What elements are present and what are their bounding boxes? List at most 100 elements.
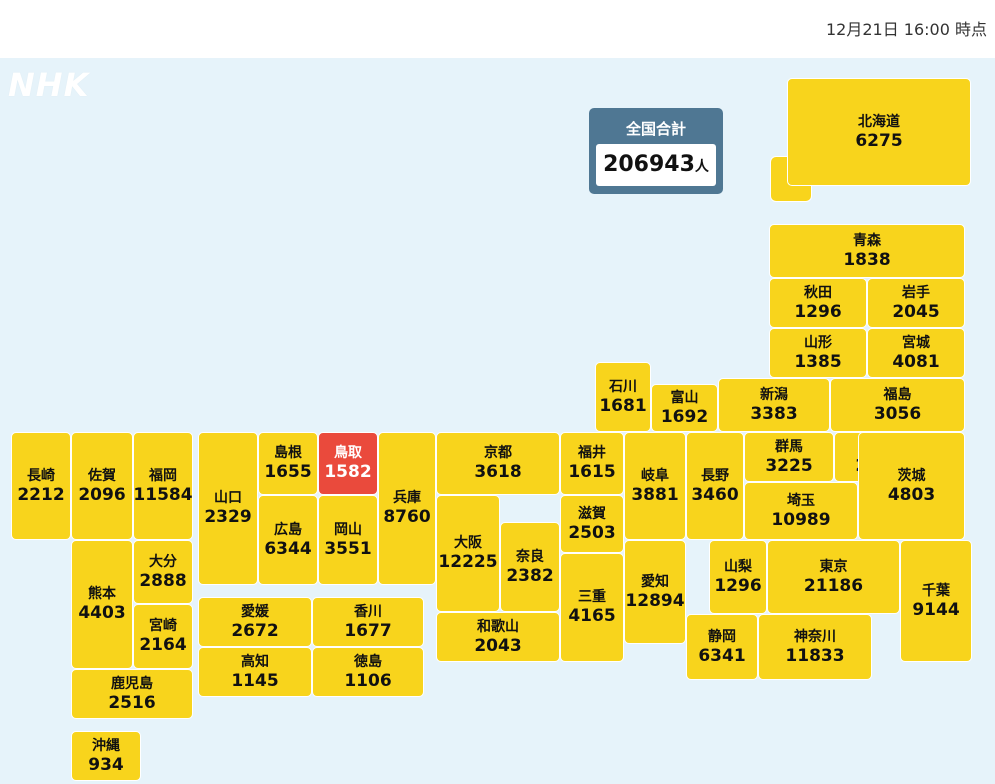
national-total-value: 206943: [603, 152, 695, 177]
prefecture-count: 8760: [383, 507, 431, 527]
prefecture-count: 1106: [344, 670, 392, 691]
prefecture-name: 秋田: [804, 284, 832, 301]
prefecture-tile[interactable]: 奈良 2382: [500, 522, 560, 612]
prefecture-tile[interactable]: 愛媛 2672: [198, 597, 312, 647]
prefecture-count: 4403: [78, 603, 126, 623]
prefecture-tile[interactable]: 宮城 4081: [867, 328, 965, 378]
prefecture-count: 21186: [803, 575, 864, 596]
prefecture-count: 2096: [78, 484, 126, 505]
prefecture-name: 東京: [819, 558, 848, 575]
prefecture-tile[interactable]: 佐賀 2096: [71, 432, 133, 540]
prefecture-tile[interactable]: 京都 3618: [436, 432, 560, 495]
prefecture-tile[interactable]: 静岡 6341: [686, 614, 758, 680]
prefecture-tile[interactable]: 兵庫 8760: [378, 432, 436, 585]
prefecture-tile[interactable]: 秋田 1296: [769, 278, 867, 328]
prefecture-tile[interactable]: 山口 2329: [198, 432, 258, 585]
prefecture-tile[interactable]: 徳島 1106: [312, 647, 424, 697]
prefecture-tile[interactable]: 愛知 12894: [624, 540, 686, 644]
prefecture-tile[interactable]: 山形 1385: [769, 328, 867, 378]
prefecture-count: 3618: [474, 462, 522, 482]
prefecture-count: 2382: [506, 565, 554, 586]
prefecture-count: 2672: [231, 620, 279, 641]
prefecture-count: 1296: [714, 575, 762, 596]
prefecture-tile[interactable]: 千葉 9144: [900, 540, 972, 662]
prefecture-tile[interactable]: 熊本 4403: [71, 540, 133, 669]
prefecture-tile[interactable]: 富山 1692: [651, 384, 718, 432]
prefecture-tile[interactable]: 群馬 3225: [744, 432, 834, 482]
prefecture-count: 2503: [568, 522, 616, 543]
prefecture-tile[interactable]: 沖縄 934: [71, 731, 141, 781]
prefecture-name: 京都: [484, 445, 512, 461]
prefecture-name: 岩手: [902, 284, 930, 301]
prefecture-name: 福島: [883, 386, 912, 403]
prefecture-count: 4803: [887, 484, 936, 505]
prefecture-name: 島根: [274, 445, 302, 461]
prefecture-name: 山梨: [724, 558, 752, 575]
prefecture-tile[interactable]: 青森 1838: [769, 224, 965, 278]
update-timestamp: 12月21日 16:00 時点: [825, 20, 987, 39]
prefecture-count: 2329: [204, 507, 252, 527]
prefecture-count: 11833: [785, 645, 845, 666]
prefecture-tile[interactable]: 岐阜 3881: [624, 432, 686, 540]
prefecture-tile[interactable]: 山梨 1296: [709, 540, 767, 614]
prefecture-tile[interactable]: 岩手 2045: [867, 278, 965, 328]
prefecture-count: 2043: [474, 635, 522, 656]
prefecture-count: 6341: [698, 645, 746, 666]
prefecture-tile[interactable]: 島根 1655: [258, 432, 318, 495]
prefecture-tile[interactable]: 和歌山 2043: [436, 612, 560, 662]
prefecture-name: 茨城: [897, 467, 926, 484]
prefecture-name: 和歌山: [477, 618, 519, 635]
prefecture-count: 2164: [139, 635, 187, 655]
prefecture-count: 9144: [912, 599, 960, 620]
prefecture-count: 1655: [264, 462, 312, 482]
prefecture-count: 10989: [771, 509, 831, 530]
prefecture-tile[interactable]: 新潟 3383: [718, 378, 830, 432]
prefecture-tile[interactable]: 香川 1677: [312, 597, 424, 647]
prefecture-tile[interactable]: 茨城 4803: [858, 432, 965, 540]
prefecture-tile[interactable]: 鹿児島 2516: [71, 669, 193, 719]
prefecture-count: 2045: [892, 301, 940, 322]
prefecture-count: 1582: [324, 462, 372, 482]
prefecture-count: 3881: [631, 484, 679, 505]
prefecture-tile[interactable]: 大阪 12225: [436, 495, 500, 612]
prefecture-name: 福岡: [149, 467, 177, 484]
prefecture-name: 富山: [670, 389, 699, 406]
prefecture-tile[interactable]: 神奈川 11833: [758, 614, 872, 680]
prefecture-count: 3225: [765, 455, 813, 476]
prefecture-name: 滋賀: [578, 505, 606, 522]
prefecture-tile[interactable]: 滋賀 2503: [560, 495, 624, 553]
header-bar: 12月21日 16:00 時点: [0, 0, 995, 58]
prefecture-tile[interactable]: 高知 1145: [198, 647, 312, 697]
prefecture-name: 北海道: [858, 113, 900, 130]
prefecture-name: 大阪: [454, 535, 482, 551]
prefecture-name: 山形: [804, 334, 832, 351]
prefecture-count: 2212: [17, 484, 65, 505]
prefecture-tile[interactable]: 福井 1615: [560, 432, 624, 495]
prefecture-count: 3551: [324, 538, 372, 559]
prefecture-tile[interactable]: 岡山 3551: [318, 495, 378, 585]
prefecture-name: 岡山: [334, 521, 362, 538]
prefecture-count: 4081: [892, 351, 940, 372]
prefecture-tile[interactable]: 北海道 6275: [787, 78, 971, 186]
prefecture-tile[interactable]: 大分 2888: [133, 540, 193, 604]
prefecture-count: 6344: [264, 538, 312, 559]
prefecture-tile[interactable]: 長崎 2212: [11, 432, 71, 540]
national-total-box: 全国合計 206943人: [589, 108, 723, 194]
prefecture-tile[interactable]: 東京 21186: [767, 540, 900, 614]
prefecture-count: 3056: [873, 403, 922, 424]
prefecture-tile[interactable]: 鳥取 1582: [318, 432, 378, 495]
prefecture-tile[interactable]: 宮崎 2164: [133, 604, 193, 669]
prefecture-tile[interactable]: 福岡 11584: [133, 432, 193, 540]
prefecture-tile[interactable]: 石川 1681: [595, 362, 651, 432]
prefecture-tile[interactable]: 福島 3056: [830, 378, 965, 432]
prefecture-name: 佐賀: [88, 467, 116, 484]
prefecture-name: 高知: [241, 653, 269, 670]
prefecture-tile[interactable]: 三重 4165: [560, 553, 624, 662]
prefecture-count: 11584: [133, 484, 193, 505]
prefecture-count: 1677: [344, 620, 392, 641]
prefecture-tile[interactable]: 長野 3460: [686, 432, 744, 540]
prefecture-name: 熊本: [88, 586, 116, 602]
prefecture-tile[interactable]: 広島 6344: [258, 495, 318, 585]
prefecture-name: 愛知: [641, 573, 669, 590]
prefecture-tile[interactable]: 埼玉 10989: [744, 482, 858, 540]
